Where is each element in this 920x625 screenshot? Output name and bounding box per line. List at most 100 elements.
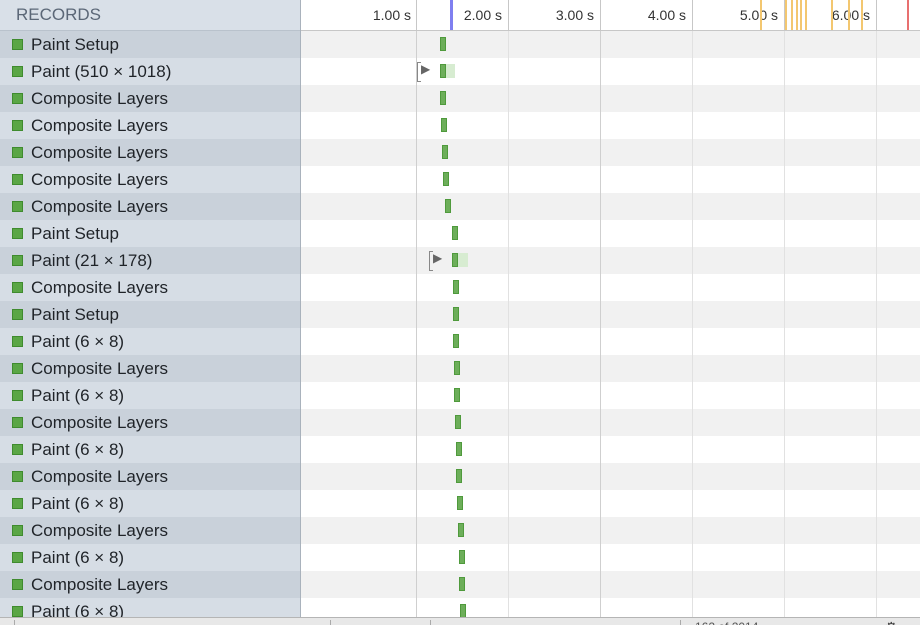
record-row[interactable]: Composite Layers — [0, 139, 300, 166]
timeline-row[interactable] — [301, 274, 920, 301]
record-bar[interactable] — [459, 550, 465, 564]
record-label: Paint (6 × 8) — [31, 494, 125, 513]
record-bar[interactable] — [442, 145, 448, 159]
status-divider — [680, 620, 681, 625]
record-bar[interactable] — [454, 361, 460, 375]
timeline-row[interactable] — [301, 598, 920, 617]
paint-category-icon — [12, 606, 23, 617]
record-label: Composite Layers — [31, 521, 169, 540]
paint-category-icon — [12, 444, 23, 455]
record-bar[interactable] — [456, 469, 462, 483]
record-bar[interactable] — [440, 91, 446, 105]
record-bar[interactable] — [452, 226, 458, 240]
record-row[interactable]: Paint (6 × 8) — [0, 490, 300, 517]
record-row[interactable]: Composite Layers — [0, 517, 300, 544]
timeline-row[interactable] — [301, 31, 920, 58]
frame-event-marker — [785, 0, 787, 30]
timeline-area[interactable]: 1.00 s 2.00 s 3.00 s 4.00 s 5.00 s 6.00 … — [301, 0, 920, 617]
record-row[interactable]: Paint (510 × 1018) — [0, 58, 300, 85]
filter-dropdown[interactable] — [330, 620, 331, 625]
record-bar[interactable] — [456, 442, 462, 456]
paint-category-icon — [12, 471, 23, 482]
record-bar[interactable] — [440, 37, 446, 51]
record-label: Paint (510 × 1018) — [31, 62, 172, 81]
timeline-row[interactable] — [301, 220, 920, 247]
record-row[interactable]: Composite Layers — [0, 463, 300, 490]
paint-category-icon — [12, 336, 23, 347]
gear-icon[interactable]: ⚙ — [885, 619, 898, 625]
record-bar[interactable] — [454, 388, 460, 402]
timeline-row[interactable] — [301, 301, 920, 328]
expand-triangle-icon[interactable]: ▶ — [421, 62, 431, 76]
frame-event-marker — [861, 0, 863, 30]
ruler-tick: 5.00 s — [693, 0, 785, 30]
record-row[interactable]: Composite Layers — [0, 85, 300, 112]
grid-line — [784, 31, 785, 617]
records-sidebar: RECORDS Paint Setup Paint (510 × 1018) C… — [0, 0, 301, 617]
record-row[interactable]: Composite Layers — [0, 274, 300, 301]
record-bracket — [417, 62, 421, 82]
paint-category-icon — [12, 282, 23, 293]
timeline-row[interactable] — [301, 382, 920, 409]
record-row[interactable]: Paint Setup — [0, 31, 300, 58]
status-bar: 162 of 2014 ⚙ — [0, 617, 920, 625]
record-bar[interactable] — [460, 604, 466, 617]
record-row[interactable]: Paint (6 × 8) — [0, 328, 300, 355]
record-row[interactable]: Composite Layers — [0, 571, 300, 598]
timeline-row[interactable] — [301, 517, 920, 544]
record-row[interactable]: Paint (6 × 8) — [0, 436, 300, 463]
record-row[interactable]: Composite Layers — [0, 193, 300, 220]
record-row[interactable]: Composite Layers — [0, 112, 300, 139]
timeline-row[interactable] — [301, 85, 920, 112]
record-row[interactable]: Paint (6 × 8) — [0, 544, 300, 571]
record-row[interactable]: Composite Layers — [0, 166, 300, 193]
expand-triangle-icon[interactable]: ▶ — [433, 251, 443, 265]
record-row[interactable]: Paint (6 × 8) — [0, 382, 300, 409]
timeline-row[interactable] — [301, 166, 920, 193]
timeline-row[interactable] — [301, 571, 920, 598]
timeline-row[interactable] — [301, 112, 920, 139]
paint-category-icon — [12, 66, 23, 77]
timeline-row[interactable] — [301, 328, 920, 355]
timeline-row[interactable] — [301, 490, 920, 517]
timeline-row[interactable] — [301, 436, 920, 463]
timeline-row[interactable]: ▶ — [301, 247, 920, 274]
record-row[interactable]: Paint Setup — [0, 220, 300, 247]
tick-label: 3.00 s — [555, 7, 594, 23]
timeline-row[interactable] — [301, 463, 920, 490]
record-bar[interactable] — [452, 253, 458, 267]
timeline-row[interactable] — [301, 139, 920, 166]
record-bar[interactable] — [453, 280, 459, 294]
record-bar[interactable] — [453, 334, 459, 348]
record-bar[interactable] — [440, 64, 446, 78]
record-bar[interactable] — [455, 415, 461, 429]
tick-label: 5.00 s — [739, 7, 778, 23]
record-row[interactable]: Paint (6 × 8) — [0, 598, 300, 617]
record-bar[interactable] — [445, 199, 451, 213]
clear-button[interactable] — [14, 620, 15, 625]
record-label: Paint (6 × 8) — [31, 386, 125, 405]
record-label: Paint (6 × 8) — [31, 440, 125, 459]
timeline-row[interactable] — [301, 355, 920, 382]
time-ruler[interactable]: 1.00 s 2.00 s 3.00 s 4.00 s 5.00 s 6.00 … — [301, 0, 920, 31]
timeline-row[interactable] — [301, 409, 920, 436]
timeline-row[interactable] — [301, 544, 920, 571]
record-row[interactable]: Paint Setup — [0, 301, 300, 328]
paint-category-icon — [12, 498, 23, 509]
paint-category-icon — [12, 120, 23, 131]
record-row[interactable]: Composite Layers — [0, 409, 300, 436]
record-bar[interactable] — [459, 577, 465, 591]
record-label: Paint Setup — [31, 35, 119, 54]
record-bar[interactable] — [458, 523, 464, 537]
record-label: Composite Layers — [31, 413, 169, 432]
timeline-row[interactable] — [301, 193, 920, 220]
record-bar[interactable] — [443, 172, 449, 186]
timeline-row[interactable]: ▶ — [301, 58, 920, 85]
record-label: Composite Layers — [31, 197, 169, 216]
record-row[interactable]: Paint (21 × 178) — [0, 247, 300, 274]
record-row[interactable]: Composite Layers — [0, 355, 300, 382]
record-bar[interactable] — [453, 307, 459, 321]
tick-label: 6.00 s — [831, 7, 870, 23]
record-bar[interactable] — [441, 118, 447, 132]
record-bar[interactable] — [457, 496, 463, 510]
